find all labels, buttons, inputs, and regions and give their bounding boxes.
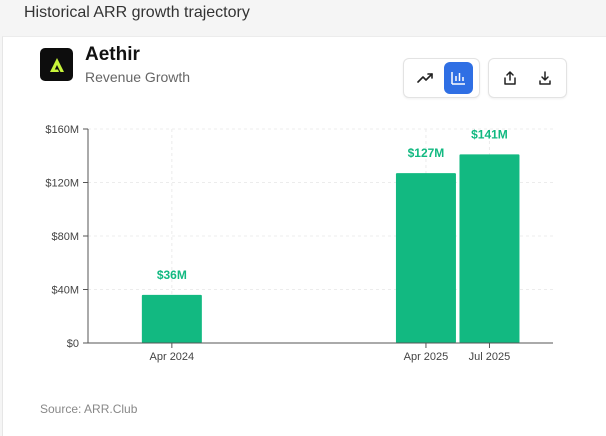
line-chart-button[interactable]	[410, 62, 440, 94]
company-logo	[40, 48, 73, 81]
bar	[395, 173, 456, 343]
bar	[141, 294, 202, 343]
bar-chart-button[interactable]	[443, 62, 473, 94]
y-tick-label: $0	[67, 338, 79, 350]
y-tick-label: $80M	[51, 231, 79, 243]
bar-value-label: $141M	[471, 127, 508, 141]
y-tick-label: $120M	[45, 178, 79, 190]
chart-type-toggle	[403, 58, 480, 98]
company-subtitle: Revenue Growth	[85, 69, 191, 85]
page-heading: Historical ARR growth trajectory	[24, 4, 250, 21]
company-name: Aethir	[85, 44, 140, 65]
share-icon	[504, 71, 516, 85]
share-button[interactable]	[495, 62, 526, 94]
y-tick-label: $40M	[51, 285, 79, 297]
aethir-logo-icon	[49, 57, 64, 72]
bar	[459, 154, 520, 343]
bar-value-label: $36M	[157, 268, 187, 282]
source-note: Source: ARR.Club	[40, 402, 138, 416]
export-actions	[488, 58, 567, 98]
arr-bar-chart: $0 $40M $80M $120M $160M $36M $127M $141M Apr 20…	[45, 124, 553, 363]
bar-value-label: $127M	[408, 146, 445, 160]
bar-chart-icon	[451, 72, 466, 85]
y-tick-label: $160M	[45, 124, 79, 136]
x-tick-label: Apr 2024	[150, 351, 195, 363]
x-tick-label: Apr 2025	[404, 351, 449, 363]
x-tick-label: Jul 2025	[469, 351, 511, 363]
download-button[interactable]	[530, 62, 561, 94]
trending-up-icon	[416, 73, 433, 83]
download-icon	[539, 71, 551, 85]
